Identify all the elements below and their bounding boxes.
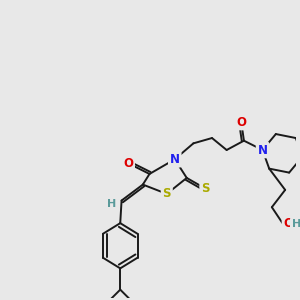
Text: N: N <box>170 153 180 166</box>
Text: O: O <box>284 217 293 230</box>
Text: H: H <box>292 219 300 229</box>
Text: N: N <box>257 143 268 157</box>
Text: O: O <box>236 116 246 129</box>
Text: S: S <box>163 188 171 200</box>
Text: H: H <box>107 200 116 209</box>
Text: S: S <box>201 182 210 195</box>
Text: O: O <box>123 157 133 170</box>
